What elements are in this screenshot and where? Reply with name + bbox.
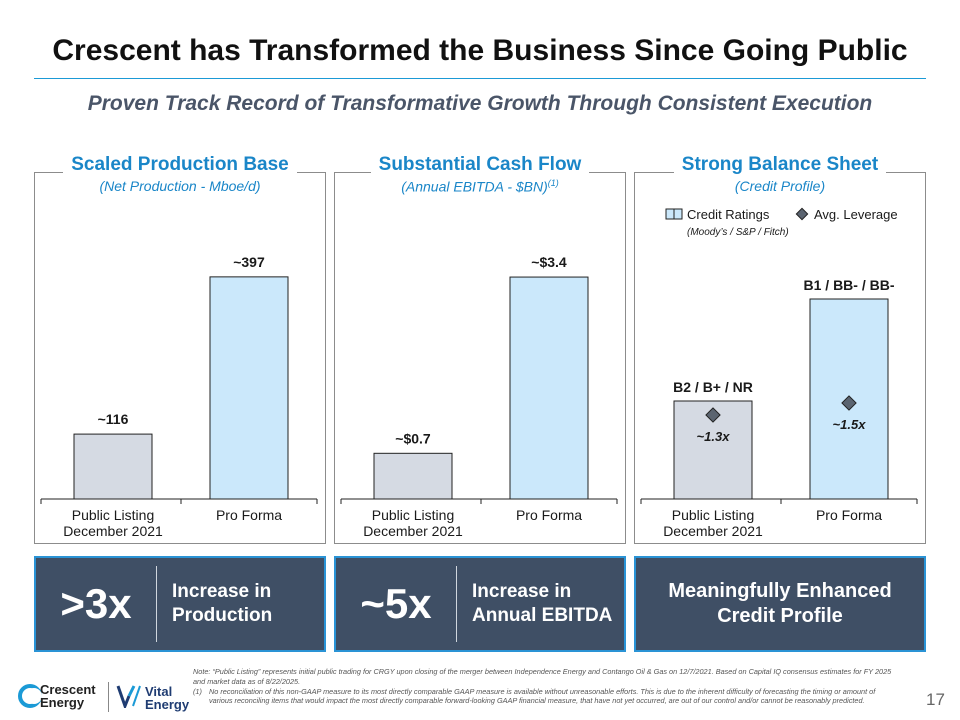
x-tick-label: Pro Forma — [816, 507, 882, 523]
x-tick-label: Pro Forma — [516, 507, 582, 523]
legend-credit-ratings-swatch — [673, 208, 683, 220]
leverage-label: ~1.5x — [833, 417, 867, 432]
production-panel: ~116 ~397 Public Listing December 2021 Pro F… — [34, 172, 326, 544]
cash-flow-panel-title: Substantial Cash Flow — [370, 153, 590, 177]
legend-avg-leverage-marker — [795, 207, 809, 221]
bar-label: B1 / BB- / BB- — [804, 277, 895, 293]
bar-label: B2 / B+ / NR — [673, 379, 753, 395]
legend-credit-ratings-sub: (Moody’s / S&P / Fitch) — [687, 227, 789, 238]
leverage-marker — [705, 407, 721, 423]
balance-sheet-panel: Credit Ratings (Moody’s / S&P / Fitch) Avg… — [634, 172, 926, 544]
footnote-ref: (1) — [547, 178, 559, 188]
data-label: ~$0.7 — [395, 430, 431, 446]
leverage-marker — [841, 395, 857, 411]
bar — [209, 276, 289, 500]
legend-credit-ratings-label: Credit Ratings — [687, 207, 770, 222]
production-chart: ~116 ~397 Public Listing December 2021 Pro F… — [40, 254, 318, 539]
credit-stat-text: Meaningfully Enhanced Credit Profile — [668, 580, 892, 627]
page-number: 17 — [926, 690, 945, 709]
cash-flow-panel-header: Substantial Cash Flow (Annual EBITDA - $… — [334, 153, 626, 195]
crescent-energy-logo-icon — [18, 684, 42, 708]
x-tick-label: Pro Forma — [216, 507, 282, 523]
footnotes: Note: “Public Listing” represents initia… — [193, 667, 893, 706]
footnote-marker: (1) — [193, 686, 202, 696]
bar — [373, 452, 453, 500]
production-panel-subtitle: (Net Production - Mboe/d) — [99, 178, 261, 194]
vital-energy-logo-text: Vital Energy — [145, 684, 190, 712]
balance-sheet-panel-header: Strong Balance Sheet (Credit Profile) — [634, 153, 926, 194]
footnote-text: No reconciliation of this non-GAAP measu… — [209, 686, 876, 706]
cash-flow-panel-subtitle: (Annual EBITDA - $BN)(1) — [401, 178, 559, 195]
stat-divider — [156, 566, 157, 642]
production-stat-text: Increase in Production — [172, 581, 273, 626]
bar — [509, 276, 589, 500]
balance-sheet-chart: Credit Ratings (Moody’s / S&P / Fitch) Avg… — [640, 207, 918, 539]
logo-divider — [108, 682, 109, 712]
data-label: ~$3.4 — [531, 254, 567, 270]
balance-sheet-panel-title: Strong Balance Sheet — [673, 153, 887, 177]
cash-flow-chart: ~$0.7 ~$3.4 Public Listing December 2021 Pro… — [340, 254, 618, 539]
vital-energy-logo-icon — [116, 685, 141, 708]
production-panel-title: Scaled Production Base — [63, 153, 297, 177]
production-panel-header: Scaled Production Base (Net Production -… — [34, 153, 326, 194]
data-label: ~397 — [233, 254, 265, 270]
ebitda-stat-text: Increase in Annual EBITDA — [472, 581, 613, 626]
balance-sheet-panel-subtitle: (Credit Profile) — [734, 178, 826, 194]
production-stat-box: >3x Increase in Production — [34, 556, 326, 652]
note-text: Note: “Public Listing” represents initia… — [193, 667, 892, 686]
data-label: ~116 — [98, 411, 129, 427]
x-tick-label: Public Listing December 2021 — [663, 507, 763, 539]
stat-divider — [456, 566, 457, 642]
credit-stat-box: Meaningfully Enhanced Credit Profile — [634, 556, 926, 652]
crescent-energy-logo-text: Crescent Energy — [40, 682, 96, 710]
ebitda-multiple: ~5x — [360, 580, 432, 627]
ebitda-stat-box: ~5x Increase in Annual EBITDA — [334, 556, 626, 652]
cash-flow-panel: ~$0.7 ~$3.4 Public Listing December 2021 Pro… — [334, 172, 626, 544]
page-title: Crescent has Transformed the Business Si… — [52, 34, 908, 67]
production-multiple: >3x — [60, 580, 132, 627]
bar — [73, 433, 153, 500]
page-subtitle: Proven Track Record of Transformative Gr… — [87, 92, 873, 115]
x-tick-label: Public Listing December 2021 — [363, 507, 463, 539]
title-divider — [34, 78, 926, 79]
x-tick-label: Public Listing December 2021 — [63, 507, 163, 539]
legend-avg-leverage-label: Avg. Leverage — [814, 207, 898, 222]
leverage-label: ~1.3x — [697, 429, 731, 444]
legend-credit-ratings-swatch — [665, 208, 675, 220]
